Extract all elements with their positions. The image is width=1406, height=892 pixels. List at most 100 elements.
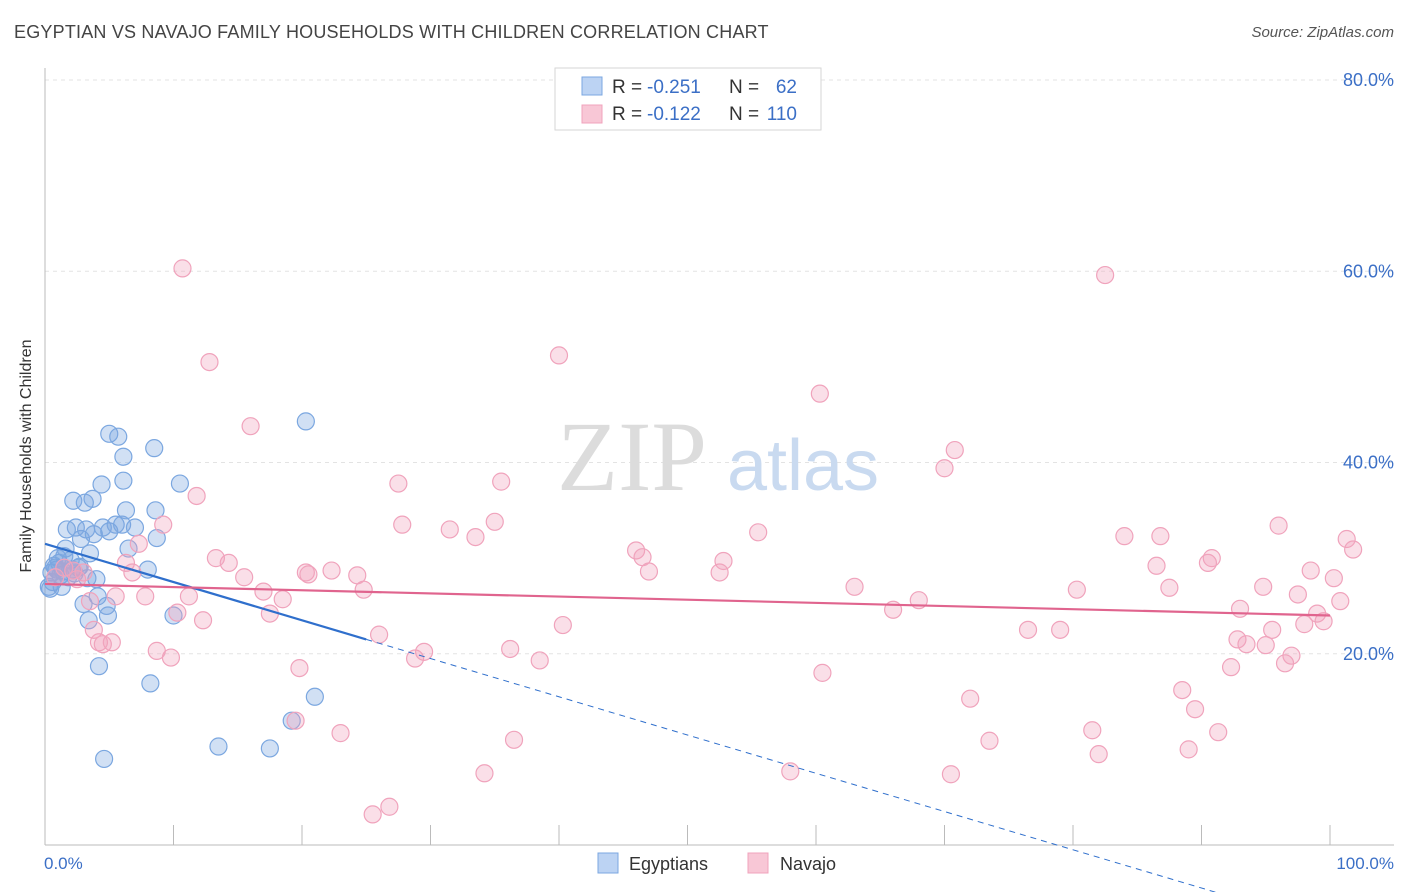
egyptians-point bbox=[282, 711, 301, 730]
egyptians-n-label: N = bbox=[729, 77, 759, 98]
legend-navajo-icon bbox=[747, 852, 769, 874]
egyptians-point bbox=[209, 737, 228, 756]
egyptians-r-label: R = bbox=[612, 77, 642, 98]
navajo-trend-line bbox=[44, 582, 1331, 617]
navajo-point bbox=[296, 563, 315, 582]
x-tick-label-min: 0.0% bbox=[44, 854, 83, 873]
navajo-point bbox=[405, 649, 425, 668]
egyptians-point bbox=[114, 471, 133, 490]
watermark-zip: ZIP bbox=[557, 401, 707, 512]
navajo-point bbox=[961, 689, 980, 708]
navajo-point bbox=[187, 486, 206, 506]
navajo-point bbox=[1115, 527, 1134, 546]
navajo-point bbox=[941, 765, 961, 784]
x-tick-label-max: 100.0% bbox=[1336, 854, 1394, 873]
egyptians-point bbox=[56, 539, 75, 558]
navajo-point bbox=[980, 731, 999, 750]
egyptians-point bbox=[170, 474, 190, 493]
egyptians-point bbox=[84, 525, 103, 544]
navajo-point bbox=[331, 724, 350, 743]
navajo-point bbox=[1067, 580, 1086, 599]
navajo-point bbox=[200, 352, 219, 372]
navajo-point bbox=[1147, 556, 1166, 575]
navajo-point bbox=[1051, 620, 1070, 639]
navajo-point bbox=[273, 590, 292, 609]
navajo-n-value: 110 bbox=[767, 104, 797, 125]
navajo-point bbox=[1269, 516, 1288, 535]
navajo-point bbox=[414, 642, 434, 661]
stats-legend: R = -0.251 N = 62 R = -0.122 N = 110 bbox=[554, 67, 822, 131]
navajo-point bbox=[1331, 592, 1350, 611]
navajo-point bbox=[68, 570, 87, 589]
navajo-point bbox=[286, 711, 305, 730]
y-tick-label: 80.0% bbox=[1343, 70, 1394, 90]
navajo-point bbox=[161, 648, 181, 667]
navajo-point bbox=[1173, 680, 1192, 700]
data-points bbox=[39, 259, 1363, 824]
navajo-point bbox=[1018, 620, 1038, 639]
egyptians-point bbox=[145, 439, 164, 458]
navajo-point bbox=[626, 541, 646, 560]
navajo-point bbox=[136, 587, 155, 606]
navajo-point bbox=[935, 459, 954, 478]
egyptians-trend-extension bbox=[366, 638, 1217, 892]
navajo-point bbox=[254, 582, 273, 601]
navajo-point bbox=[945, 440, 964, 460]
navajo-point bbox=[129, 534, 148, 553]
egyptians-point bbox=[79, 611, 98, 630]
navajo-point bbox=[299, 565, 318, 584]
navajo-point bbox=[1209, 723, 1228, 742]
navajo-point bbox=[354, 580, 373, 599]
egyptians-point bbox=[141, 674, 160, 693]
navajo-point bbox=[501, 639, 520, 659]
y-tick-label: 20.0% bbox=[1343, 644, 1394, 664]
egyptians-point bbox=[95, 749, 114, 769]
navajo-point bbox=[1083, 721, 1102, 740]
navajo-r-label: R = bbox=[612, 104, 642, 125]
navajo-point bbox=[1151, 527, 1170, 546]
egyptians-point bbox=[114, 447, 133, 466]
navajo-point bbox=[1237, 635, 1256, 654]
egyptians-point bbox=[119, 539, 138, 558]
egyptians-point bbox=[98, 606, 118, 625]
navajo-point bbox=[1179, 740, 1198, 759]
navajo-point bbox=[93, 635, 112, 654]
navajo-point bbox=[553, 615, 572, 635]
navajo-point bbox=[1202, 549, 1221, 568]
source-credit: Source: ZipAtlas.com bbox=[1251, 24, 1394, 41]
navajo-point bbox=[1221, 658, 1241, 677]
navajo-point bbox=[370, 625, 389, 644]
navajo-point bbox=[710, 563, 729, 582]
navajo-point bbox=[485, 512, 504, 531]
navajo-point bbox=[1301, 561, 1320, 580]
navajo-point bbox=[781, 762, 800, 781]
legend-navajo-label: Navajo bbox=[780, 854, 836, 874]
chart-title: EGYPTIAN VS NAVAJO FAMILY HOUSEHOLDS WIT… bbox=[14, 22, 769, 42]
navajo-point bbox=[168, 603, 187, 622]
navajo-point bbox=[1185, 700, 1205, 719]
bottom-legend: Egyptians Navajo bbox=[597, 852, 836, 874]
navajo-point bbox=[1096, 265, 1115, 285]
navajo-point bbox=[475, 764, 494, 783]
navajo-point bbox=[639, 562, 659, 581]
navajo-point bbox=[530, 651, 549, 670]
trend-lines bbox=[44, 542, 1331, 892]
navajo-point bbox=[810, 384, 829, 403]
navajo-point bbox=[1089, 745, 1108, 764]
egyptians-point bbox=[57, 520, 76, 539]
legend-egyptians-label: Egyptians bbox=[629, 854, 708, 874]
y-tick-label: 40.0% bbox=[1343, 453, 1394, 473]
navajo-point bbox=[235, 568, 254, 587]
egyptians-swatch-icon bbox=[581, 76, 603, 96]
navajo-point bbox=[492, 472, 511, 491]
egyptians-r-value: -0.251 bbox=[647, 77, 701, 98]
axes bbox=[44, 68, 1394, 846]
egyptians-point bbox=[109, 427, 128, 446]
y-tick-label: 60.0% bbox=[1343, 261, 1394, 281]
navajo-point bbox=[466, 527, 485, 547]
egyptians-point bbox=[125, 518, 145, 537]
navajo-point bbox=[1337, 529, 1356, 549]
navajo-point bbox=[74, 563, 93, 582]
egyptians-point bbox=[106, 515, 125, 534]
